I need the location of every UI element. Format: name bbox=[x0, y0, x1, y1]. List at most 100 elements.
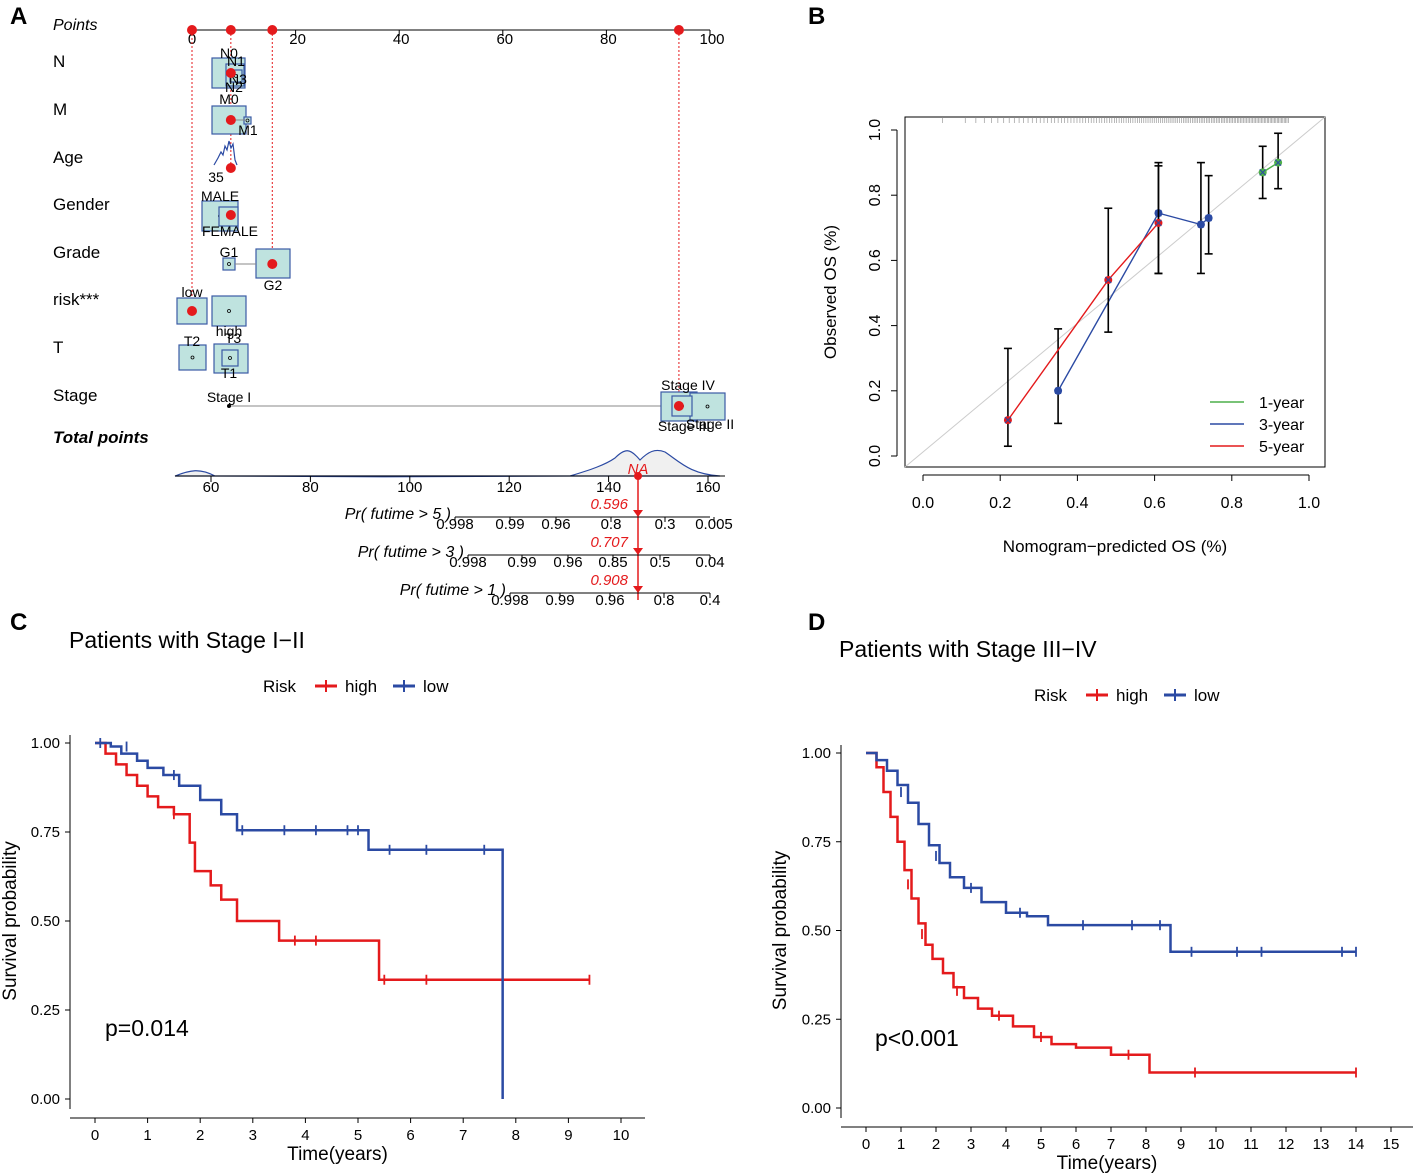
calib-point-cross bbox=[1274, 159, 1282, 166]
total-points-tick-label: 120 bbox=[497, 479, 522, 496]
age-density bbox=[213, 140, 238, 166]
km-xtick-label: 11 bbox=[1243, 1136, 1259, 1153]
total-points-label: Total points bbox=[53, 428, 149, 447]
km-panel-stage-iii-iv: Patients with Stage III−IV Risk high low 0.0… bbox=[770, 636, 1413, 1174]
total-points-tick-label: 140 bbox=[596, 479, 621, 496]
stage-box-ii-dot bbox=[705, 404, 710, 409]
km-xtick-label: 13 bbox=[1313, 1136, 1330, 1153]
calib-ytick-label: 0.8 bbox=[867, 184, 884, 206]
panel-letter-c: C bbox=[10, 609, 27, 636]
stage-i-point bbox=[227, 404, 231, 408]
n-level-n0: N0 bbox=[220, 45, 238, 61]
stage-level-ii: Stage II bbox=[686, 416, 734, 432]
prob-tick-label: 0.04 bbox=[695, 554, 724, 571]
prob-arrow bbox=[633, 548, 643, 555]
km-xtick-label: 0 bbox=[91, 1127, 99, 1144]
km-xtick-label: 2 bbox=[932, 1136, 940, 1153]
calib-ylabel: Observed OS (%) bbox=[821, 225, 840, 359]
panel-letter-a: A bbox=[10, 3, 27, 30]
calib-xtick-label: 0.4 bbox=[1066, 495, 1088, 512]
calib-ytick-label: 0.0 bbox=[867, 445, 884, 467]
km-xtick-label: 9 bbox=[1177, 1136, 1185, 1153]
prob-arrow bbox=[633, 586, 643, 593]
selected-level-marker bbox=[187, 306, 197, 316]
prob-tick-label: 0.99 bbox=[507, 554, 536, 571]
km-xtick-label: 7 bbox=[459, 1127, 467, 1144]
grade-box-g1-dot bbox=[227, 262, 231, 266]
km-ytick-label: 1.00 bbox=[31, 735, 60, 752]
n-level-n2: N2 bbox=[225, 79, 243, 95]
calib-ytick-label: 0.6 bbox=[867, 249, 884, 271]
t-box-t1-dot bbox=[228, 356, 232, 360]
t-box-t2 bbox=[178, 344, 207, 371]
prob-tick-label: 0.998 bbox=[491, 592, 529, 609]
variable-label-age: Age bbox=[53, 148, 83, 167]
selected-level-marker bbox=[225, 210, 236, 220]
calibration-panel: 0.0 0.2 0.4 0.6 0.8 1.0 0.0 0.2 0.4 0.6 0.8 1.0 Nomo… bbox=[821, 116, 1326, 556]
km-xtick-label: 10 bbox=[613, 1127, 630, 1144]
km-ytick-label: 0.00 bbox=[802, 1100, 831, 1117]
km-pvalue: p<0.001 bbox=[875, 1025, 959, 1051]
km-xtick-label: 0 bbox=[862, 1136, 870, 1153]
grade-level-g1: G1 bbox=[220, 244, 239, 260]
km-legend-label-low: low bbox=[1194, 686, 1220, 705]
km-xlabel: Time(years) bbox=[287, 1144, 388, 1165]
stage-level-i: Stage I bbox=[207, 389, 251, 405]
km-panel-stage-i-ii: Patients with Stage I−II Risk high low 0.00 0… bbox=[0, 627, 645, 1165]
calib-xtick-label: 0.0 bbox=[912, 495, 934, 512]
m-level-m0: M0 bbox=[219, 91, 239, 107]
risk-level-high: high bbox=[216, 323, 242, 339]
km-ytick-label: 0.00 bbox=[31, 1091, 60, 1108]
km-xtick-label: 4 bbox=[1002, 1136, 1010, 1153]
prob-tick-label: 0.998 bbox=[449, 554, 487, 571]
calib-ytick-label: 0.4 bbox=[867, 314, 884, 336]
km-xtick-label: 5 bbox=[1037, 1136, 1045, 1153]
variable-label-m: M bbox=[53, 100, 67, 119]
km-curve-high bbox=[866, 751, 1356, 1074]
km-legend-title: Risk bbox=[263, 677, 297, 696]
points-tick-label: 40 bbox=[393, 31, 410, 48]
prob-tick-label: 0.998 bbox=[436, 516, 474, 533]
prob-value-1: 0.707 bbox=[590, 534, 628, 551]
calib-point-cross bbox=[1205, 214, 1212, 222]
calib-line-3-year bbox=[1057, 212, 1210, 392]
ideal-diagonal bbox=[904, 116, 1326, 468]
calib-ytick-label: 0.2 bbox=[867, 380, 884, 402]
calib-point-cross bbox=[1054, 387, 1062, 395]
km-ytick-label: 0.25 bbox=[31, 1002, 60, 1019]
prob-tick-label: 0.99 bbox=[545, 592, 574, 609]
stage-level-iii: Stage III bbox=[658, 418, 710, 434]
km-xtick-label: 3 bbox=[967, 1136, 975, 1153]
variable-label-grade: Grade bbox=[53, 243, 100, 262]
points-tick-label: 60 bbox=[496, 31, 513, 48]
prob-value-2: 0.908 bbox=[590, 572, 628, 589]
risk-level-low: low bbox=[181, 284, 203, 300]
calibration-frame bbox=[904, 116, 1326, 468]
total-points-marked: NA bbox=[628, 461, 649, 478]
km-ytick-label: 0.75 bbox=[31, 824, 60, 841]
km-legend-label-low: low bbox=[423, 677, 449, 696]
km-xtick-label: 9 bbox=[564, 1127, 572, 1144]
prob-tick-label: 0.85 bbox=[598, 554, 627, 571]
prob-tick-label: 0.96 bbox=[553, 554, 582, 571]
selected-level-marker bbox=[225, 115, 236, 125]
total-points-tick-label: 160 bbox=[695, 479, 720, 496]
prob-tick-label: 0.005 bbox=[695, 516, 733, 533]
total-points-tick-label: 100 bbox=[397, 479, 422, 496]
calib-xtick-label: 0.2 bbox=[989, 495, 1011, 512]
calib-point-cross bbox=[1259, 169, 1267, 176]
grade-level-g2: G2 bbox=[264, 277, 283, 293]
km-ylabel: Survival probability bbox=[770, 850, 791, 1010]
km-ytick-label: 0.25 bbox=[802, 1011, 831, 1028]
t-box-t2-dot bbox=[190, 355, 195, 360]
total-points-tick-label: 80 bbox=[302, 479, 319, 496]
prob-tick-label: 0.99 bbox=[495, 516, 524, 533]
calib-legend-label-3-year: 3-year bbox=[1259, 417, 1305, 434]
variable-label-gender: Gender bbox=[53, 195, 110, 214]
km-ytick-label: 0.50 bbox=[31, 913, 60, 930]
km-legend-label-high: high bbox=[1116, 686, 1148, 705]
km-title: Patients with Stage I−II bbox=[69, 627, 305, 653]
km-xtick-label: 4 bbox=[301, 1127, 309, 1144]
